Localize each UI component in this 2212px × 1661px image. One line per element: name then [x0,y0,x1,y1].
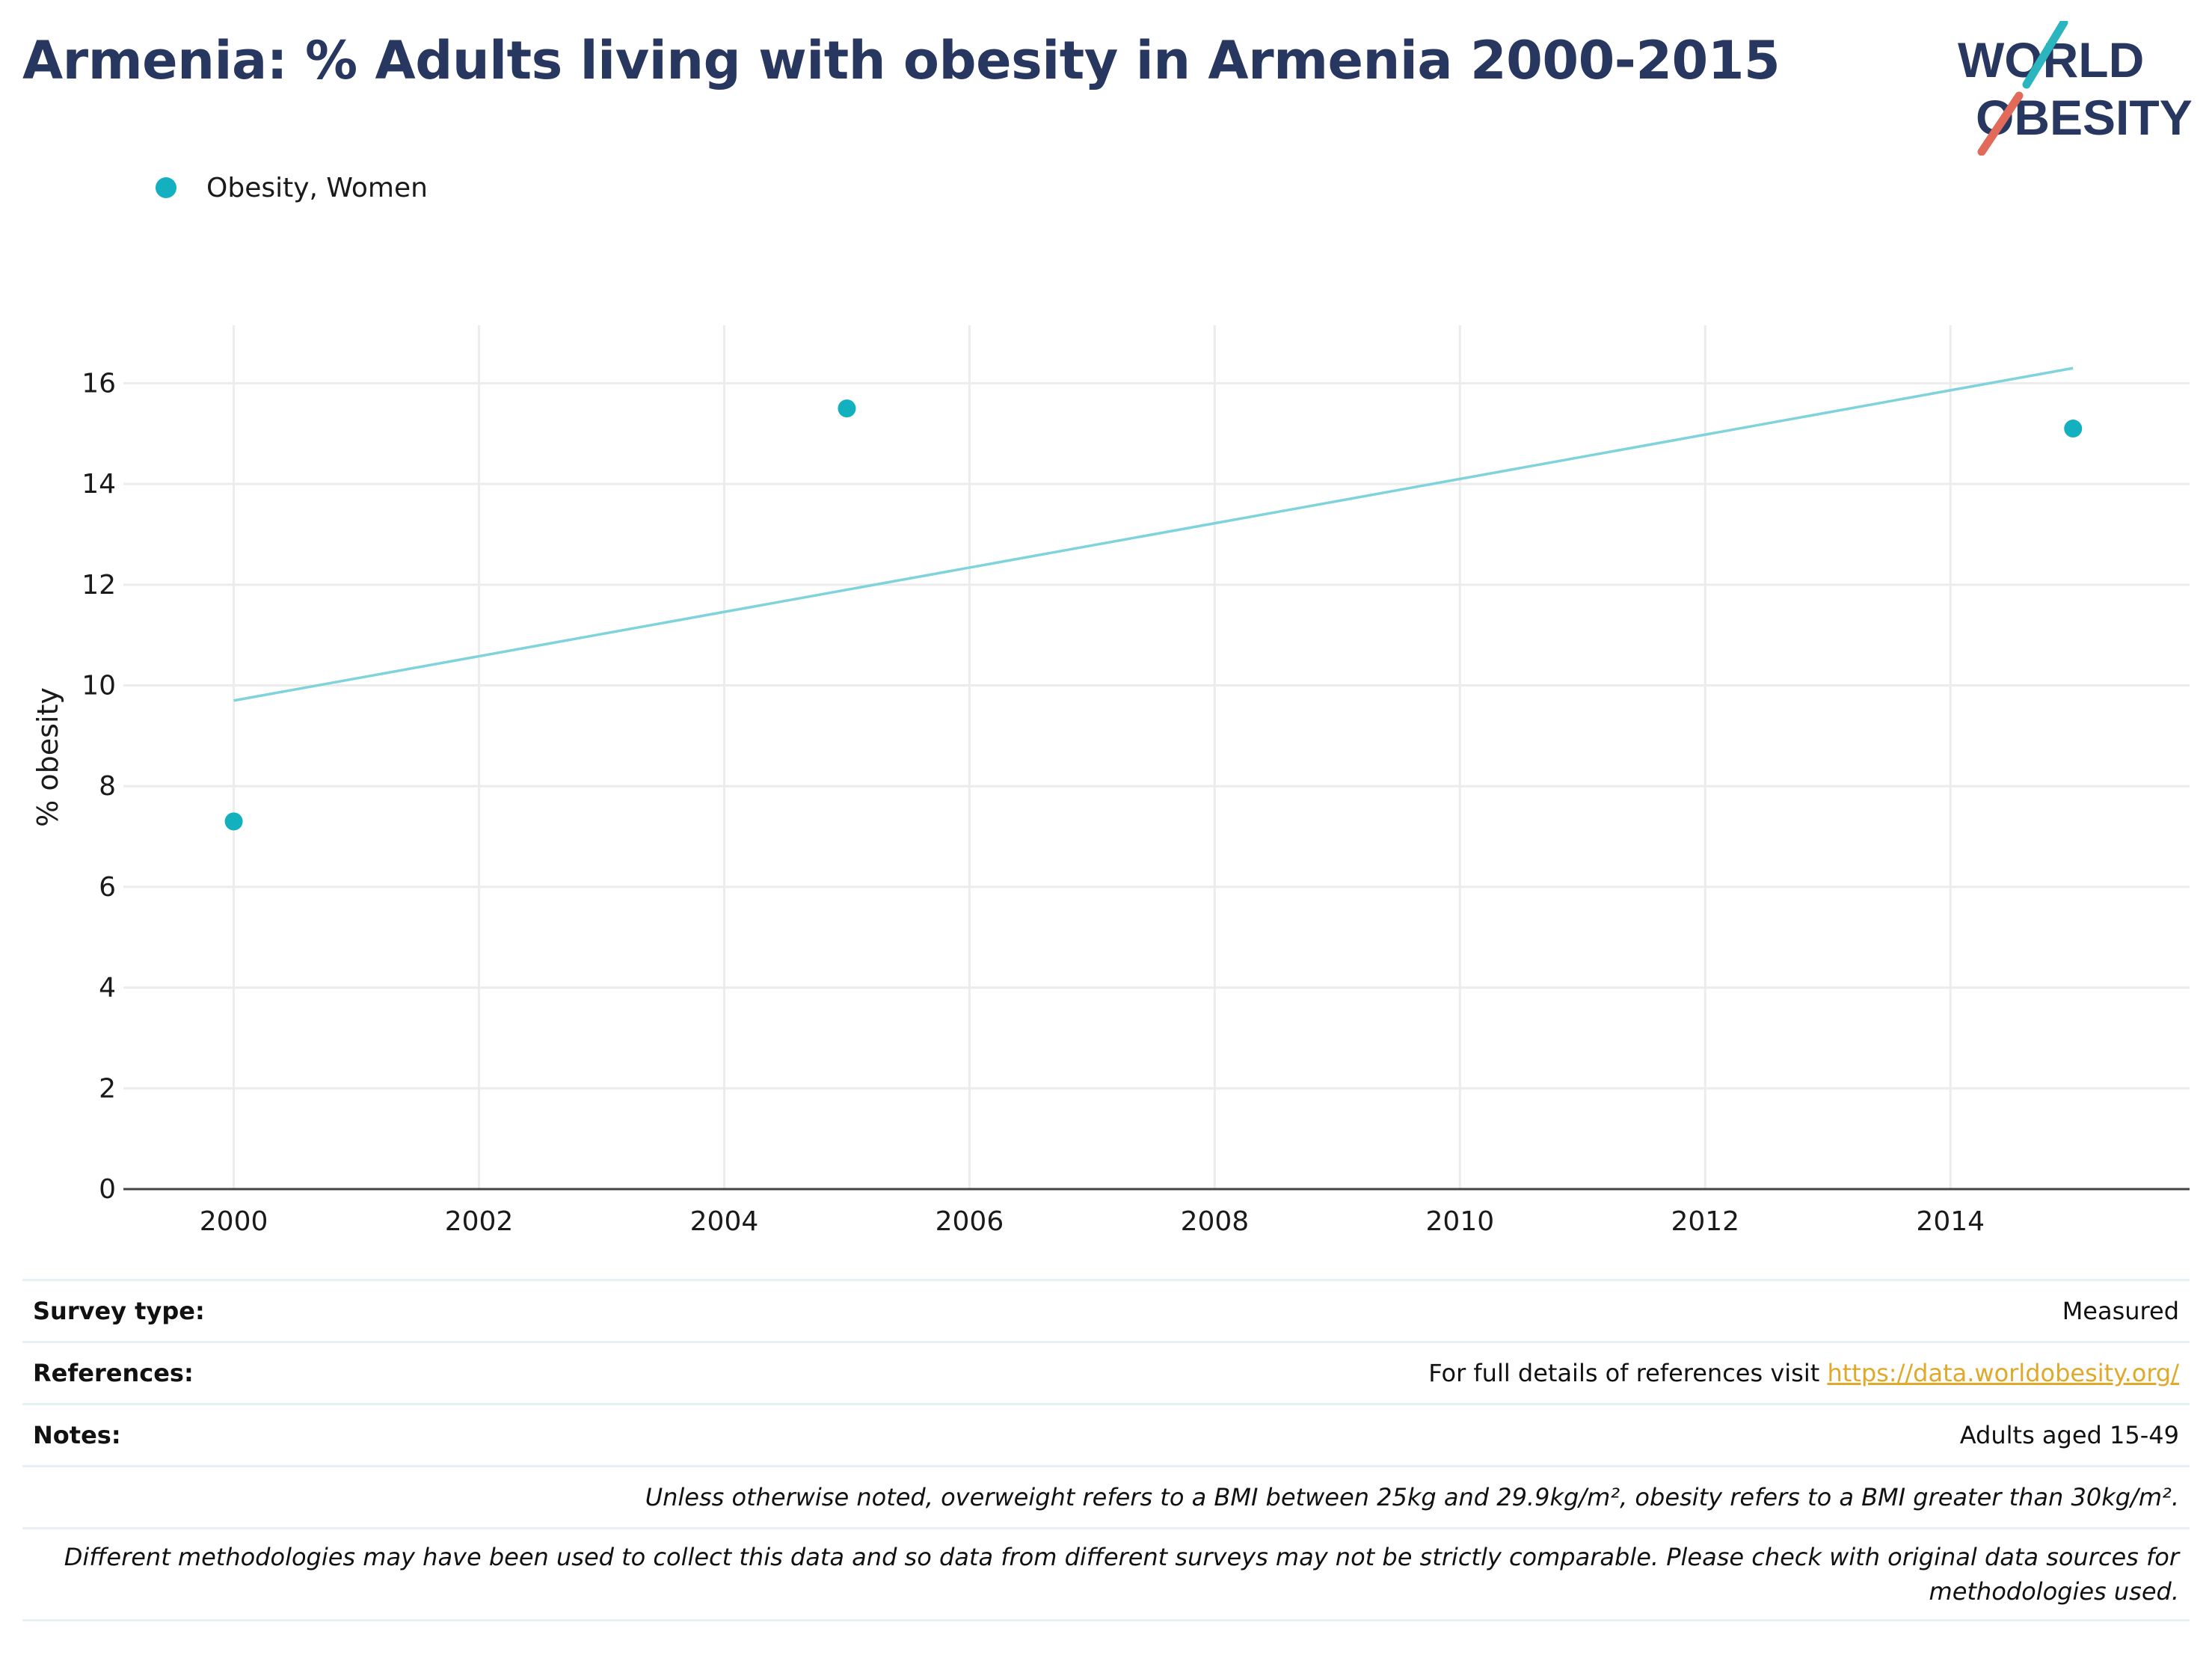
y-tick-label: 16 [82,368,116,399]
notes-value: Adults aged 15-49 [1959,1421,2179,1449]
page-title: Armenia: % Adults living with obesity in… [22,30,1781,91]
metadata-table-end [22,1619,2190,1621]
trend-line [233,366,2074,702]
notes-label: Notes: [33,1421,121,1449]
references-row: References: For full details of referenc… [22,1341,2190,1403]
x-tick-label: 2012 [1671,1206,1739,1237]
references-value: For full details of references visit htt… [1428,1359,2179,1387]
y-tick-label: 2 [99,1073,116,1104]
x-tick-label: 2006 [936,1206,1004,1237]
legend-marker [156,177,176,198]
y-tick-label: 4 [99,973,116,1004]
survey-type-value: Measured [2062,1297,2179,1325]
logo-slash-bottom [1977,91,2024,156]
y-tick-label: 0 [99,1174,116,1205]
x-tick-label: 2002 [445,1206,514,1237]
x-tick-label: 2000 [200,1206,268,1237]
y-tick-label: 8 [99,771,116,802]
legend-label: Obesity, Women [206,172,428,203]
data-point [224,812,243,831]
x-tick-label: 2014 [1916,1206,1985,1237]
methodology-note-row: Different methodologies may have been us… [22,1527,2190,1619]
survey-type-row: Survey type: Measured [22,1279,2190,1341]
y-axis-title: % obesity [31,687,64,827]
definition-note-row: Unless otherwise noted, overweight refer… [22,1465,2190,1527]
scatter-chart: 0 2 4 6 8 10 12 14 16 2000 2002 2004 2006 2008 2010 201… [31,325,2190,1237]
x-tick-label: 2008 [1181,1206,1250,1237]
metadata-table: Survey type: Measured References: For fu… [22,1279,2190,1621]
y-tick-label: 12 [82,570,116,601]
y-tick-label: 14 [82,469,116,500]
notes-row: Notes: Adults aged 15-49 [22,1403,2190,1465]
references-link[interactable]: https://data.worldobesity.org/ [1827,1359,2179,1387]
y-tick-label: 6 [99,872,116,903]
world-obesity-logo: WORLD OBESITY [1958,21,2193,156]
x-tick-label: 2010 [1426,1206,1495,1237]
methodology-note: Different methodologies may have been us… [64,1543,2179,1606]
references-text: For full details of references visit [1428,1359,1828,1387]
definition-note: Unless otherwise noted, overweight refer… [645,1483,2179,1511]
survey-type-label: Survey type: [33,1297,205,1325]
chart-legend[interactable]: Obesity, Women [156,169,428,206]
logo-line2: OBESITY [1976,90,2193,145]
data-point [838,399,856,418]
x-tick-label: 2004 [690,1206,759,1237]
logo-slash-top [2022,21,2068,89]
data-point [2064,420,2083,438]
references-label: References: [33,1359,194,1387]
y-tick-label: 10 [82,671,116,701]
